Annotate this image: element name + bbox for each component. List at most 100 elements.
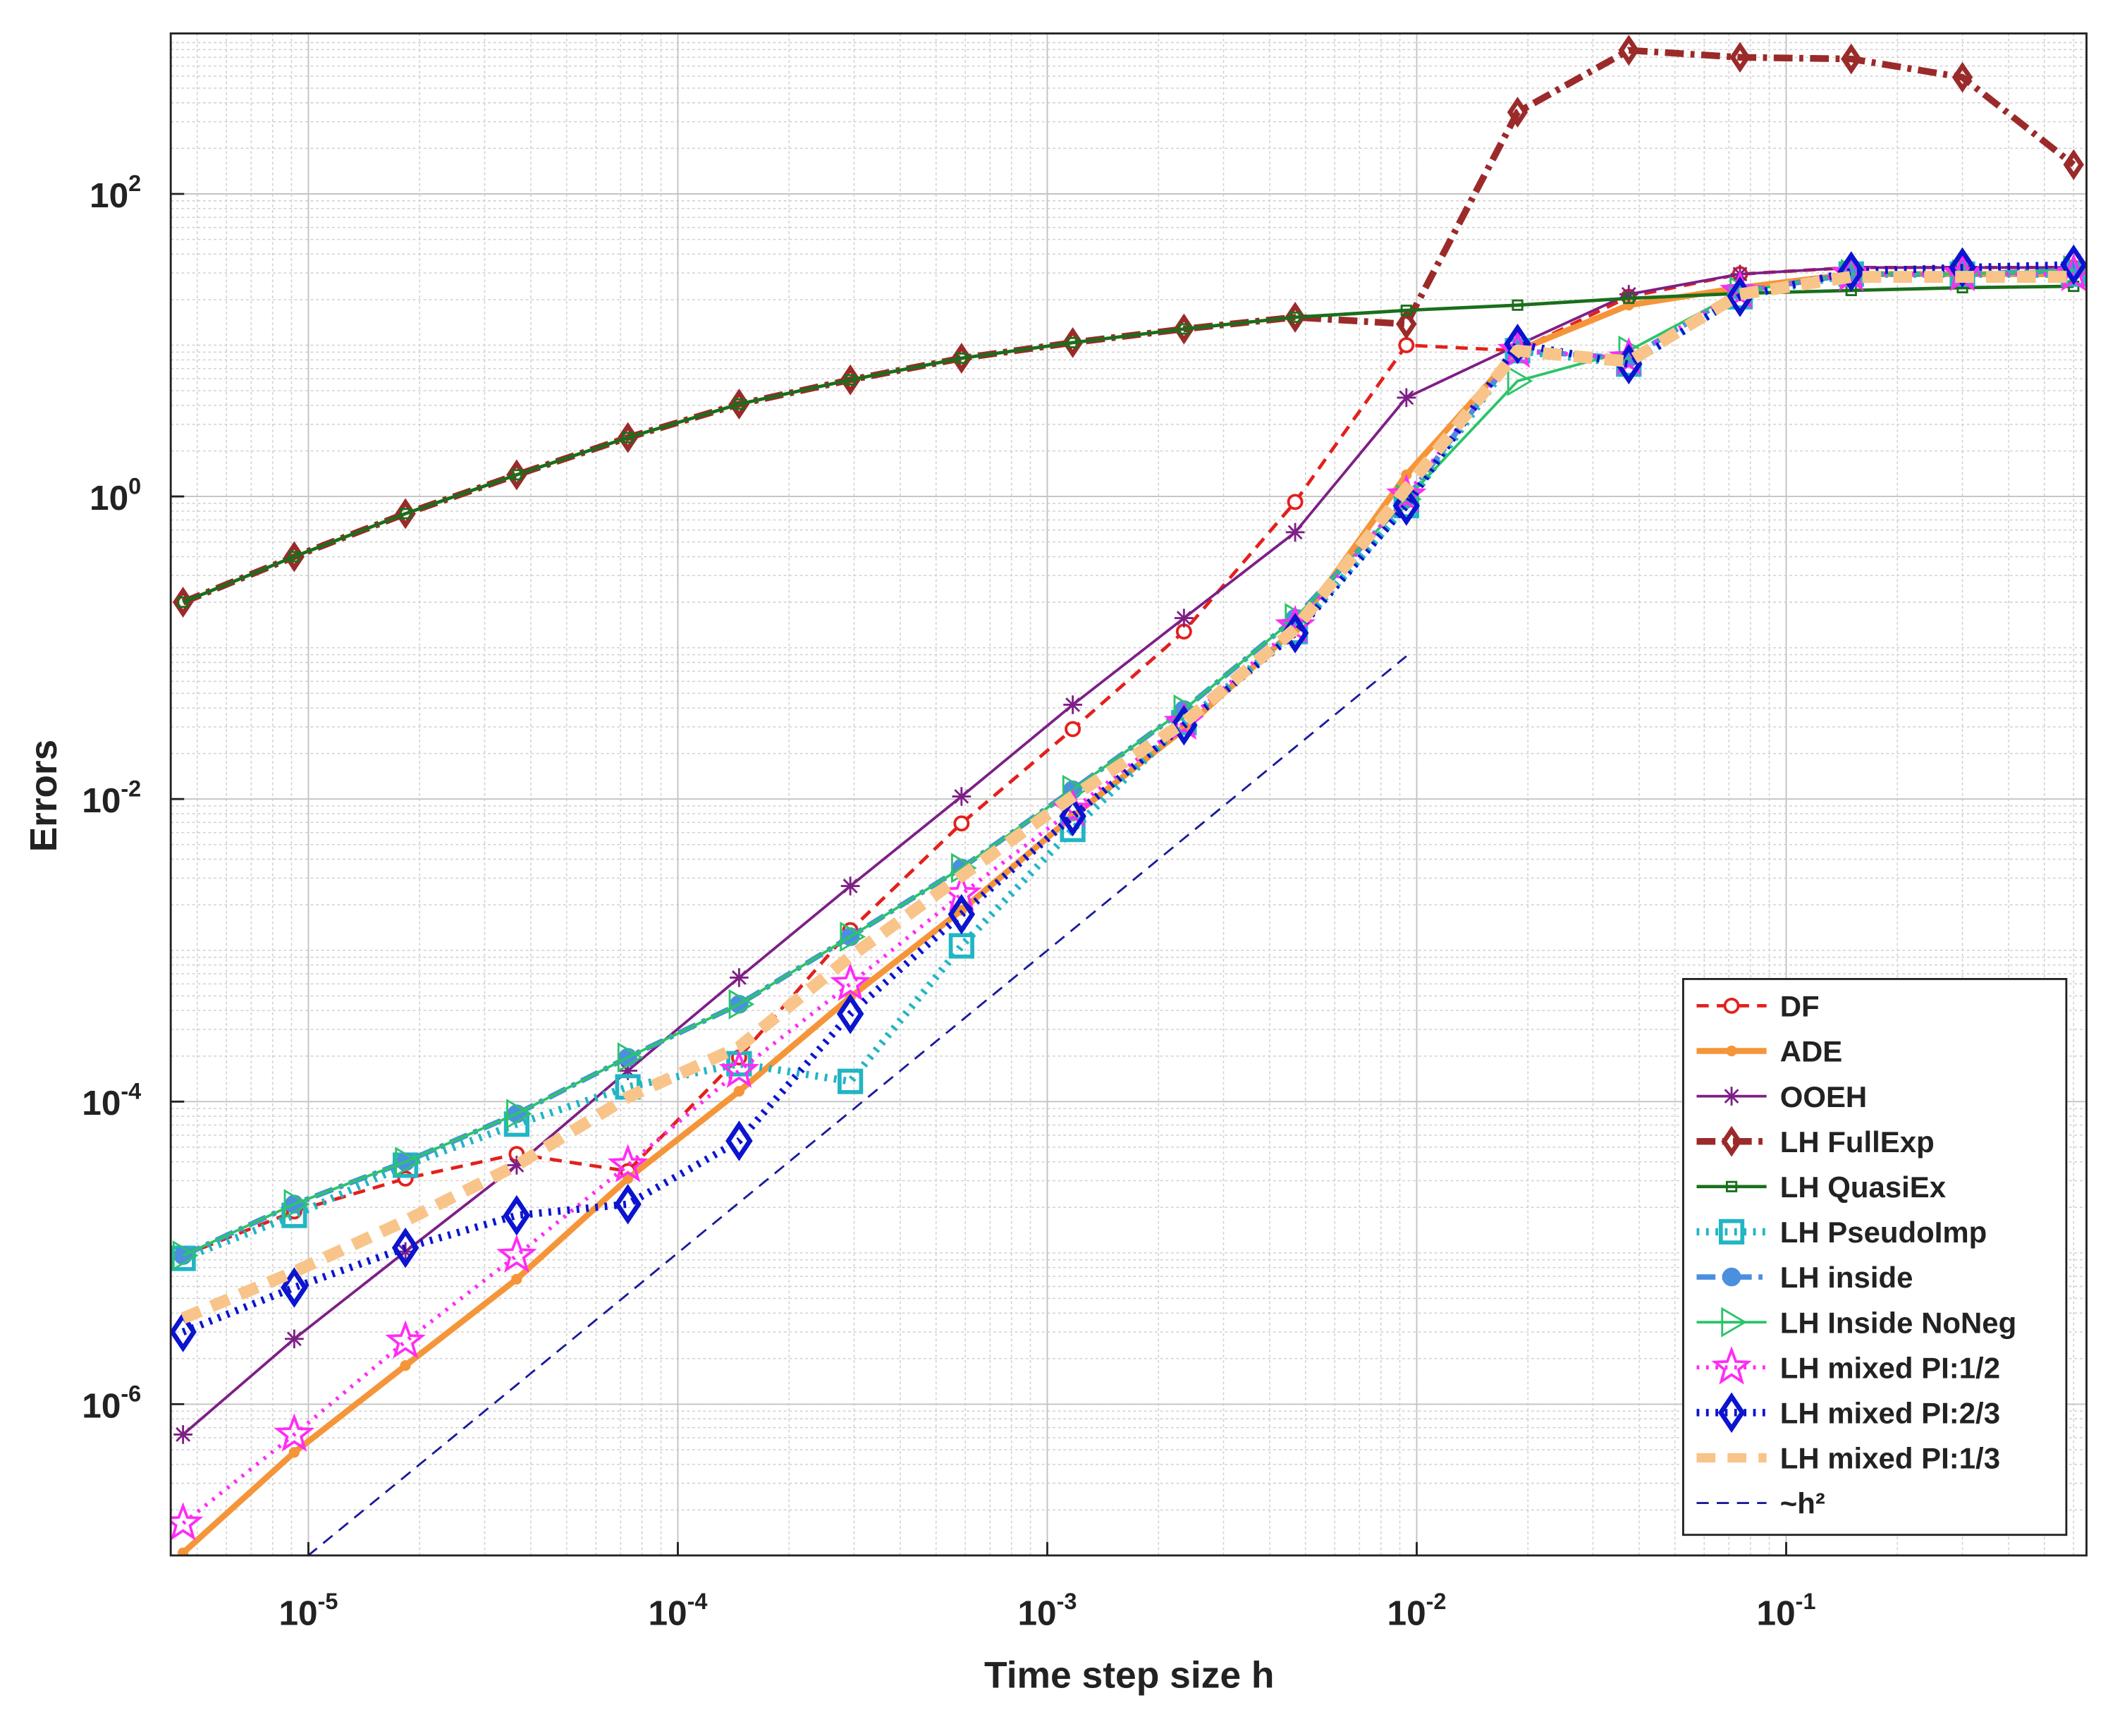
marker [1174, 609, 1194, 628]
marker [1717, 1392, 1746, 1434]
marker [1060, 817, 1086, 843]
marker [510, 469, 522, 481]
legend-label: ADE [1780, 1035, 1843, 1068]
marker [1400, 305, 1412, 317]
marker [288, 551, 300, 563]
tick-label-base: 10 [1387, 1594, 1426, 1633]
marker [1623, 293, 1635, 305]
marker [618, 1061, 637, 1080]
tick-label-exponent: -6 [121, 1381, 141, 1407]
marker [1512, 299, 1524, 311]
tick-label: 10-4 [648, 1589, 707, 1633]
marker [281, 1267, 308, 1308]
marker [1392, 485, 1421, 526]
marker [948, 893, 976, 935]
marker [172, 1240, 199, 1271]
series-line [306, 655, 1407, 1555]
marker [1287, 494, 1304, 511]
tick-label-base: 10 [1017, 1594, 1056, 1633]
marker [1721, 1307, 1747, 1338]
series-layer [171, 35, 2087, 1555]
marker [1067, 336, 1079, 348]
marker [1059, 795, 1086, 837]
tick-label: 10-3 [1017, 1589, 1077, 1633]
legend-box [1681, 978, 2068, 1536]
marker [1711, 1346, 1752, 1385]
tick-label-base: 10 [1757, 1594, 1796, 1633]
legend-label: LH mixed PI:2/3 [1780, 1397, 2000, 1430]
tick-label-exponent: -2 [1426, 1589, 1447, 1614]
marker [1398, 337, 1415, 353]
marker [400, 1360, 411, 1371]
legend-label: DF [1780, 990, 1820, 1023]
marker [399, 508, 412, 520]
marker [283, 1189, 310, 1220]
marker [506, 1099, 532, 1130]
marker [1721, 1125, 1742, 1157]
tick-label: 10-6 [82, 1381, 141, 1426]
marker [285, 1329, 304, 1349]
tick-label: 10-1 [1757, 1589, 1816, 1633]
tick-label-exponent: -3 [1057, 1589, 1077, 1614]
marker [830, 962, 871, 1001]
marker [1949, 247, 1976, 288]
tick-label-exponent: 2 [128, 171, 141, 196]
marker [385, 1320, 426, 1359]
marker [507, 1156, 527, 1175]
marker [503, 1194, 531, 1236]
marker [177, 596, 189, 609]
marker [1837, 251, 1865, 292]
marker [496, 1234, 537, 1273]
tick-label: 10-4 [82, 1079, 141, 1123]
tick-label: 102 [90, 171, 141, 215]
tick-label: 10-5 [278, 1589, 338, 1633]
marker [1951, 61, 1973, 93]
tick-label-base: 10 [90, 479, 128, 518]
tick-label-exponent: -1 [1796, 1589, 1816, 1614]
marker [617, 1042, 644, 1073]
marker [173, 1425, 192, 1444]
marker [1397, 388, 1416, 408]
marker [171, 1312, 197, 1352]
plot-frame [169, 32, 2088, 1557]
tick-label-base: 10 [90, 176, 128, 215]
marker [1507, 97, 1528, 128]
marker [1729, 42, 1751, 73]
marker [1063, 695, 1082, 714]
marker [1178, 323, 1190, 335]
tick-label-base: 10 [82, 781, 121, 820]
legend-label: ~h² [1780, 1487, 1825, 1520]
legend-label: LH mixed PI:1/2 [1780, 1352, 2000, 1385]
marker [614, 1183, 642, 1225]
marker [1725, 1180, 1738, 1192]
marker [622, 1173, 634, 1185]
tick-label-base: 10 [648, 1594, 687, 1633]
series-line [180, 271, 2074, 1324]
marker [2063, 149, 2084, 181]
marker [178, 1547, 189, 1555]
marker [845, 374, 857, 386]
grid [171, 33, 2087, 1555]
marker [1285, 522, 1305, 542]
tick-label: 10-2 [1387, 1589, 1447, 1633]
marker [952, 787, 972, 806]
tick-label-exponent: -4 [687, 1589, 708, 1614]
marker [274, 1413, 315, 1452]
marker [391, 1227, 419, 1269]
tick-label-base: 10 [82, 1084, 121, 1123]
marker [1831, 252, 1872, 292]
marker [622, 432, 634, 444]
marker [837, 1068, 864, 1094]
marker [1618, 35, 1639, 66]
marker [953, 815, 970, 832]
marker [725, 1120, 753, 1161]
series-line [181, 271, 2074, 1525]
tick-label-exponent: 0 [128, 473, 141, 499]
tick-label-exponent: -4 [121, 1079, 141, 1104]
legend: DF ADE OOEH LH FullExp LH QuasiEx LH PseudoIm… [1681, 978, 2068, 1536]
marker [733, 1086, 744, 1097]
marker [955, 352, 967, 365]
x-axis-label: Time step size h [984, 1655, 1274, 1697]
legend-label: LH Inside NoNeg [1780, 1306, 2017, 1339]
